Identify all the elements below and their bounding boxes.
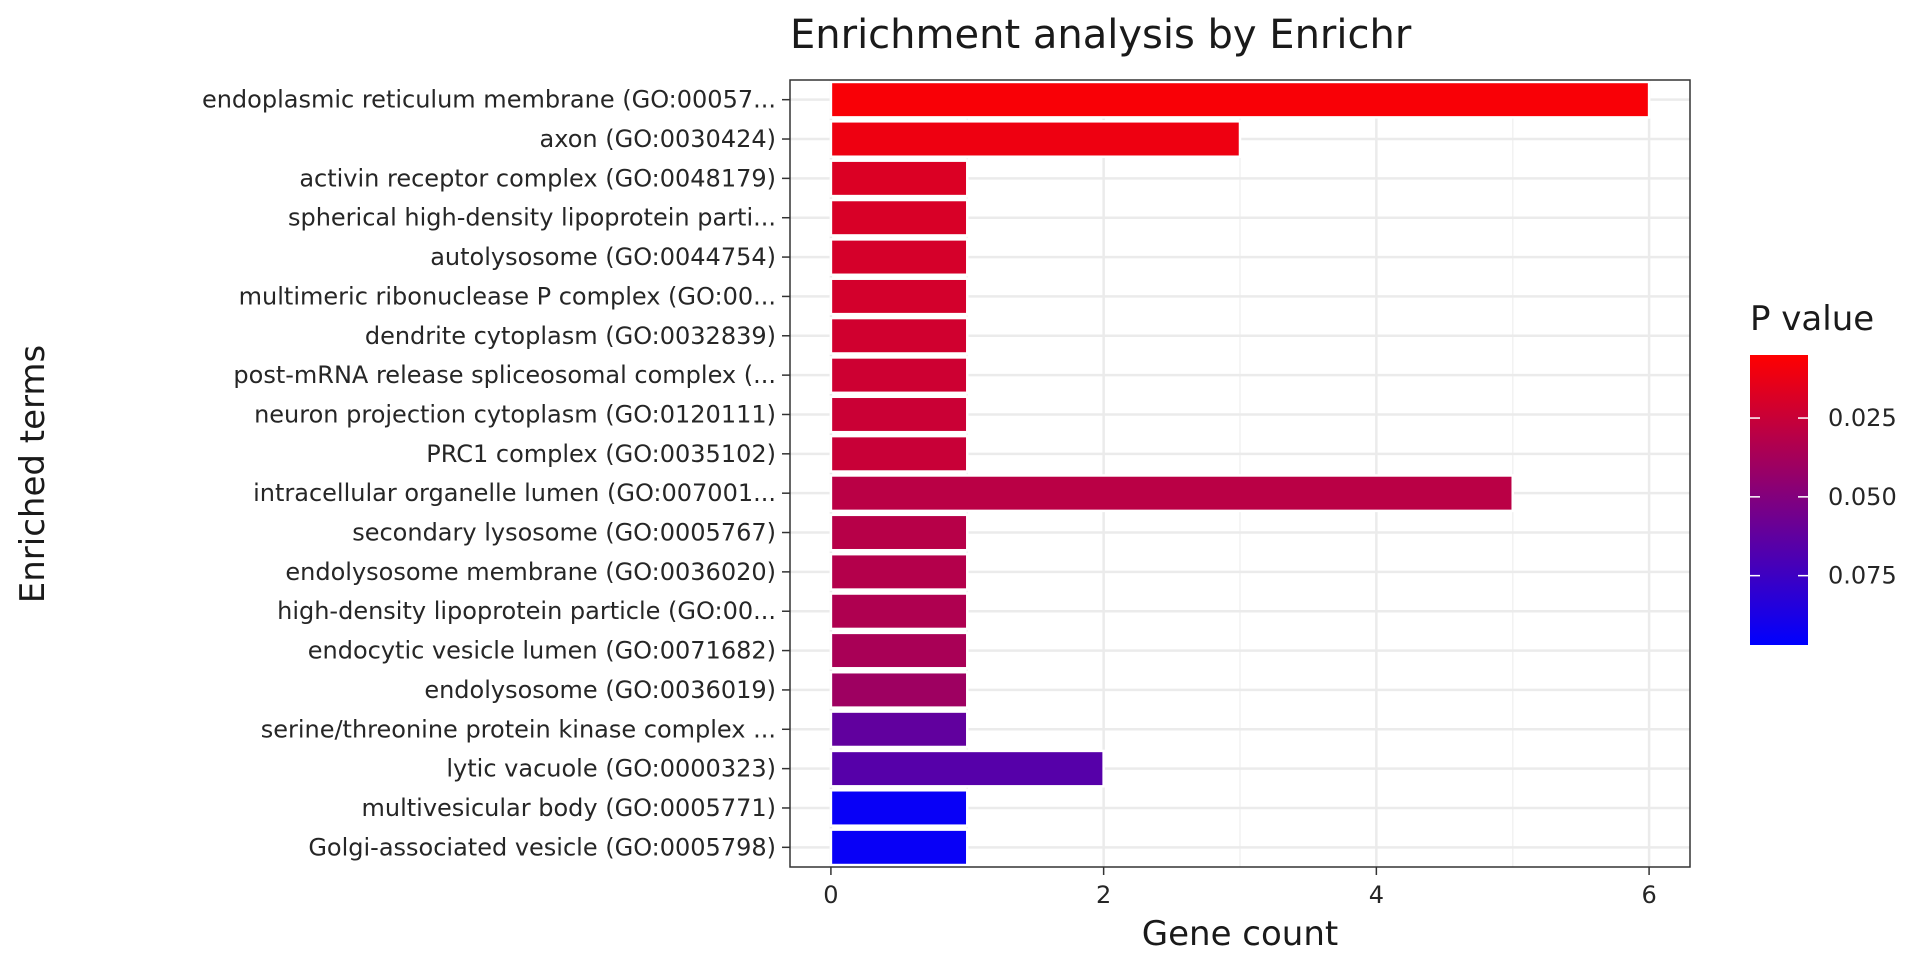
- y-tick-label: multivesicular body (GO:0005771): [361, 794, 776, 822]
- y-tick-label: Golgi-associated vesicle (GO:0005798): [308, 833, 776, 861]
- x-tick-label: 4: [1369, 881, 1384, 909]
- y-tick-label: high-density lipoprotein particle (GO:00…: [277, 597, 776, 625]
- bar: [829, 277, 969, 316]
- bar: [829, 238, 969, 277]
- y-tick-label: intracellular organelle lumen (GO:007001…: [253, 479, 776, 507]
- y-tick-label: endoplasmic reticulum membrane (GO:00057…: [202, 86, 776, 114]
- y-tick-label: serine/threonine protein kinase complex …: [261, 715, 776, 743]
- bar: [829, 198, 969, 237]
- bars: [829, 80, 1651, 867]
- y-tick-label: neuron projection cytoplasm (GO:0120111): [254, 400, 776, 428]
- y-tick-label: endocytic vesicle lumen (GO:0071682): [308, 637, 776, 665]
- bar: [829, 159, 969, 198]
- y-tick-label: activin receptor complex (GO:0048179): [299, 164, 776, 192]
- y-tick-label: dendrite cytoplasm (GO:0032839): [365, 322, 776, 350]
- colorbar-ticks: 0.025 0.050 0.075: [1750, 404, 1897, 590]
- y-tick-label: endolysosome (GO:0036019): [424, 676, 776, 704]
- bar: [829, 710, 969, 749]
- y-axis-ticks: endoplasmic reticulum membrane (GO:00057…: [202, 86, 790, 861]
- bar: [829, 356, 969, 395]
- colorbar-title: P value: [1750, 299, 1874, 339]
- y-axis-title: Enriched terms: [13, 345, 53, 603]
- y-tick-label: spherical high-density lipoprotein parti…: [288, 204, 776, 232]
- bar: [829, 789, 969, 827]
- bar: [829, 670, 969, 709]
- bar: [829, 474, 1514, 513]
- bar: [829, 434, 969, 473]
- y-tick-label: multimeric ribonuclease P complex (GO:00…: [239, 282, 776, 310]
- colorbar-tick-label: 0.075: [1828, 562, 1897, 590]
- x-axis-ticks: 0 2 4 6: [823, 867, 1657, 909]
- y-tick-label: lytic vacuole (GO:0000323): [446, 755, 776, 783]
- y-tick-label: axon (GO:0030424): [540, 125, 776, 153]
- bar: [829, 631, 969, 670]
- colorbar-tick-label: 0.025: [1828, 404, 1897, 432]
- y-tick-label: post-mRNA release spliceosomal complex (…: [233, 361, 776, 389]
- bar: [829, 749, 1105, 788]
- x-tick-label: 2: [1096, 881, 1111, 909]
- bar: [829, 592, 969, 631]
- bar: [829, 828, 969, 867]
- x-tick-label: 6: [1641, 881, 1656, 909]
- bar: [829, 513, 969, 552]
- y-tick-label: endolysosome membrane (GO:0036020): [285, 558, 776, 586]
- chart-title: Enrichment analysis by Enrichr: [790, 12, 1412, 58]
- bar: [829, 395, 969, 434]
- y-tick-label: secondary lysosome (GO:0005767): [352, 519, 776, 547]
- x-axis-title: Gene count: [1142, 914, 1338, 954]
- plot-panel-border: [789, 79, 1691, 868]
- colorbar-tick-label: 0.050: [1828, 483, 1897, 511]
- bar: [829, 120, 1242, 158]
- bar: [829, 552, 969, 591]
- colorbar: [1750, 355, 1808, 645]
- bar: [829, 316, 969, 355]
- bar: [829, 80, 1651, 119]
- y-tick-label: autolysosome (GO:0044754): [430, 243, 776, 271]
- x-tick-label: 0: [823, 881, 838, 909]
- y-tick-label: PRC1 complex (GO:0035102): [426, 440, 776, 468]
